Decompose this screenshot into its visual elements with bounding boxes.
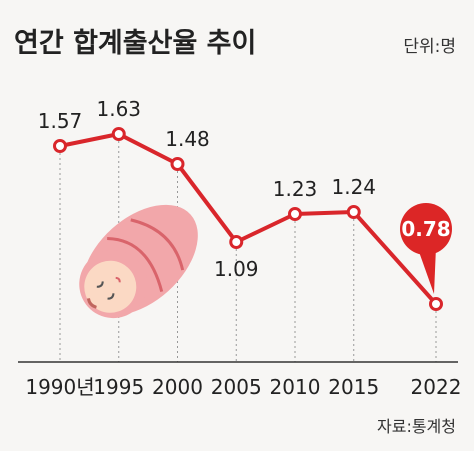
x-tick-label-2: 2000 [152, 375, 203, 399]
value-label-0: 1.57 [38, 109, 83, 133]
baby-eye-right [107, 293, 115, 300]
callout-bubble [400, 203, 452, 255]
x-tick-label-4: 2010 [270, 375, 321, 399]
chart-title: 연간 합계출산율 추이 [14, 28, 256, 59]
data-point-5 [346, 205, 361, 219]
baby-blanket [82, 204, 198, 316]
unit-note: 단위:명 [403, 37, 456, 57]
x-tick-label-1: 1995 [93, 375, 144, 399]
value-label-4: 1.23 [273, 177, 318, 201]
data-point-0 [53, 139, 67, 153]
x-tick-label-3: 2005 [211, 375, 262, 399]
baby-hair [86, 298, 97, 309]
baby-eye-left [96, 281, 104, 288]
baby-face [84, 260, 137, 313]
value-label-2: 1.48 [165, 127, 210, 151]
value-labels: 1.57 1.63 1.48 1.09 1.23 1.24 0.78 [38, 97, 452, 294]
swaddled-baby-illustration [79, 204, 198, 319]
callout-tail [418, 247, 436, 294]
data-point-4 [288, 207, 302, 221]
highlight-callout: 0.78 [400, 203, 452, 294]
blanket-fold-2 [130, 218, 185, 271]
blanket-fold [107, 236, 164, 292]
value-label-3: 1.09 [214, 257, 259, 281]
data-point-3 [229, 235, 244, 249]
value-label-6: 0.78 [401, 217, 450, 241]
x-tick-label-0: 1990년 [25, 375, 94, 399]
value-label-1: 1.63 [96, 97, 141, 121]
data-point-6 [429, 297, 443, 311]
data-point-1 [111, 127, 126, 141]
baby-mouth [115, 276, 121, 283]
x-tick-label-6: 2022 [411, 375, 462, 399]
x-tick-label-5: 2015 [328, 375, 379, 399]
value-label-5: 1.24 [331, 175, 376, 199]
source-note: 자료:통계청 [377, 417, 456, 436]
data-point-2 [170, 157, 185, 171]
markers [53, 127, 443, 311]
